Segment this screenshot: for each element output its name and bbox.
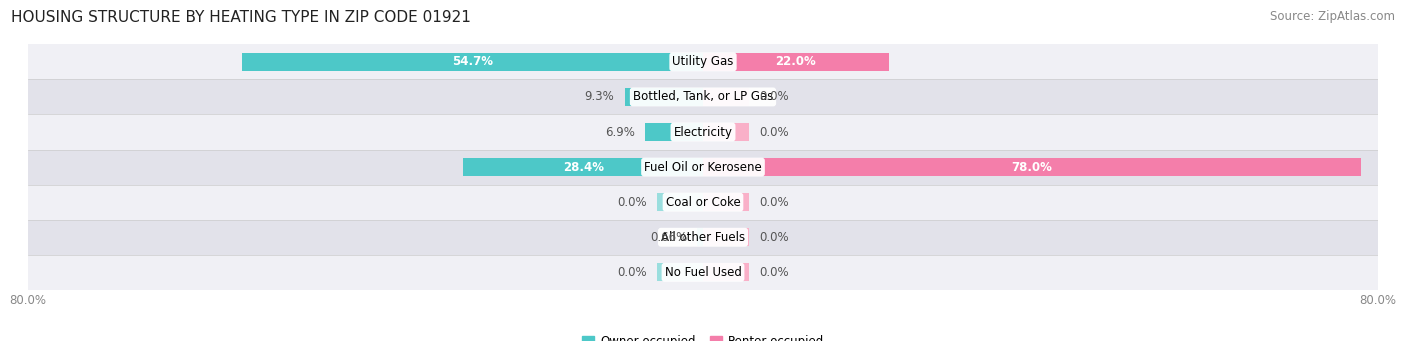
Text: 22.0%: 22.0% <box>776 55 815 68</box>
Bar <box>703 193 749 211</box>
Text: 0.0%: 0.0% <box>617 266 647 279</box>
Legend: Owner-occupied, Renter-occupied: Owner-occupied, Renter-occupied <box>578 330 828 341</box>
Bar <box>703 123 749 141</box>
Text: 0.0%: 0.0% <box>759 90 789 103</box>
Text: 78.0%: 78.0% <box>1011 161 1053 174</box>
Bar <box>657 263 703 281</box>
Bar <box>28 44 1378 79</box>
Bar <box>657 193 703 211</box>
Bar <box>703 228 749 246</box>
Bar <box>624 88 703 106</box>
Bar <box>28 255 1378 290</box>
Text: 28.4%: 28.4% <box>562 161 603 174</box>
Text: 6.9%: 6.9% <box>605 125 634 138</box>
Bar <box>645 123 703 141</box>
Text: 0.0%: 0.0% <box>759 196 789 209</box>
Bar <box>703 158 1361 176</box>
Text: 54.7%: 54.7% <box>451 55 492 68</box>
Text: Electricity: Electricity <box>673 125 733 138</box>
Text: Source: ZipAtlas.com: Source: ZipAtlas.com <box>1270 10 1395 23</box>
Text: 0.66%: 0.66% <box>650 231 688 244</box>
Bar <box>697 228 703 246</box>
Bar <box>28 115 1378 150</box>
Text: 9.3%: 9.3% <box>585 90 614 103</box>
Text: Bottled, Tank, or LP Gas: Bottled, Tank, or LP Gas <box>633 90 773 103</box>
Text: Fuel Oil or Kerosene: Fuel Oil or Kerosene <box>644 161 762 174</box>
Text: 0.0%: 0.0% <box>759 125 789 138</box>
Bar <box>28 150 1378 184</box>
Text: All other Fuels: All other Fuels <box>661 231 745 244</box>
Text: 0.0%: 0.0% <box>759 266 789 279</box>
Bar <box>28 220 1378 255</box>
Bar <box>28 79 1378 115</box>
Text: No Fuel Used: No Fuel Used <box>665 266 741 279</box>
Text: 0.0%: 0.0% <box>759 231 789 244</box>
Bar <box>703 88 749 106</box>
Bar <box>242 53 703 71</box>
Text: Coal or Coke: Coal or Coke <box>665 196 741 209</box>
Bar <box>703 53 889 71</box>
Text: 0.0%: 0.0% <box>617 196 647 209</box>
Bar <box>703 263 749 281</box>
Bar <box>28 184 1378 220</box>
Text: Utility Gas: Utility Gas <box>672 55 734 68</box>
Text: HOUSING STRUCTURE BY HEATING TYPE IN ZIP CODE 01921: HOUSING STRUCTURE BY HEATING TYPE IN ZIP… <box>11 10 471 25</box>
Bar <box>464 158 703 176</box>
